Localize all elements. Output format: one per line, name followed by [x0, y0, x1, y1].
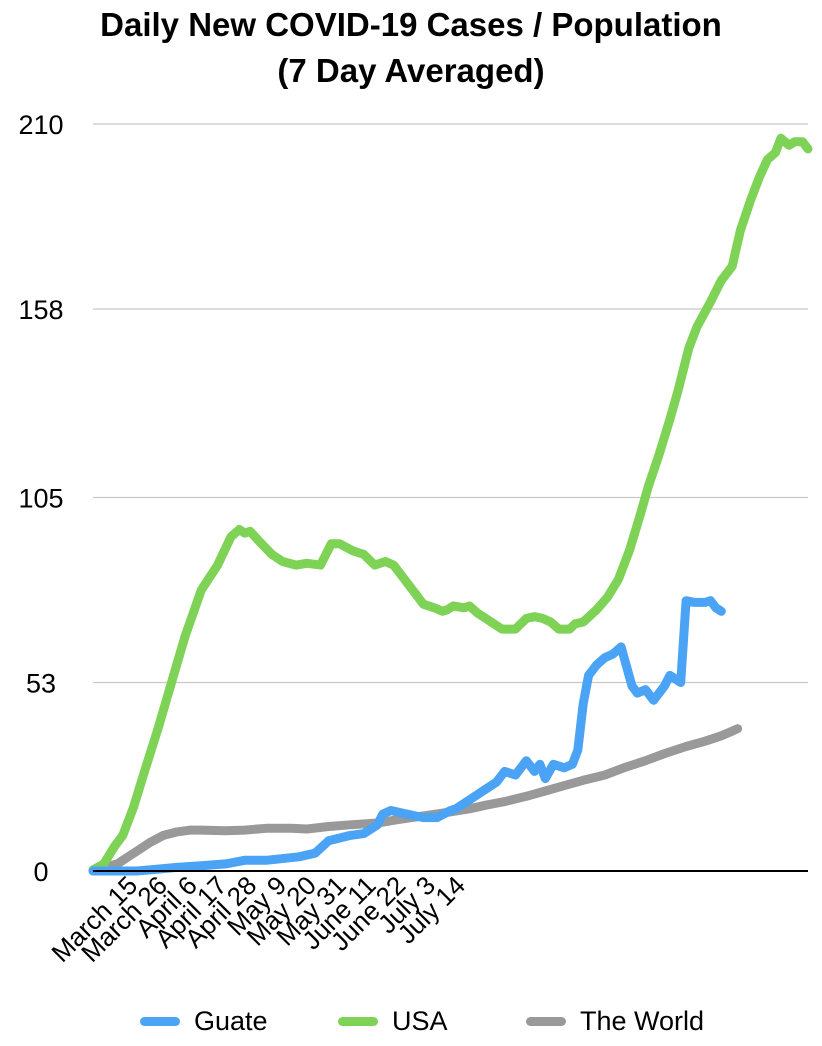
series-line-guate [88, 596, 726, 876]
y-tick-label-105: 105 [18, 484, 63, 514]
legend-swatch-usa [338, 1016, 378, 1026]
legend-label-the-world: The World [580, 1005, 705, 1036]
y-tick-label-53: 53 [26, 668, 56, 698]
series-line-usa [88, 133, 813, 875]
chart-title-line-2: (7 Day Averaged) [277, 52, 545, 89]
chart-title: Daily New COVID-19 Cases / Population (7… [0, 2, 822, 94]
legend-item-the-world: The World [526, 998, 704, 1044]
chart-title-line-1: Daily New COVID-19 Cases / Population [100, 6, 722, 43]
legend-swatch-the-world [526, 1016, 566, 1026]
y-tick-label-210: 210 [18, 110, 63, 140]
chart-legend: Guate USA The World [0, 998, 822, 1044]
series-line-the-world [88, 724, 743, 876]
legend-label-usa: USA [392, 1005, 448, 1036]
y-tick-label-158: 158 [18, 295, 63, 325]
legend-swatch-guate [140, 1016, 180, 1026]
legend-label-guate: Guate [194, 1005, 268, 1036]
legend-item-usa: USA [338, 998, 448, 1044]
legend-item-guate: Guate [140, 998, 268, 1044]
y-tick-label-0: 0 [33, 857, 48, 887]
